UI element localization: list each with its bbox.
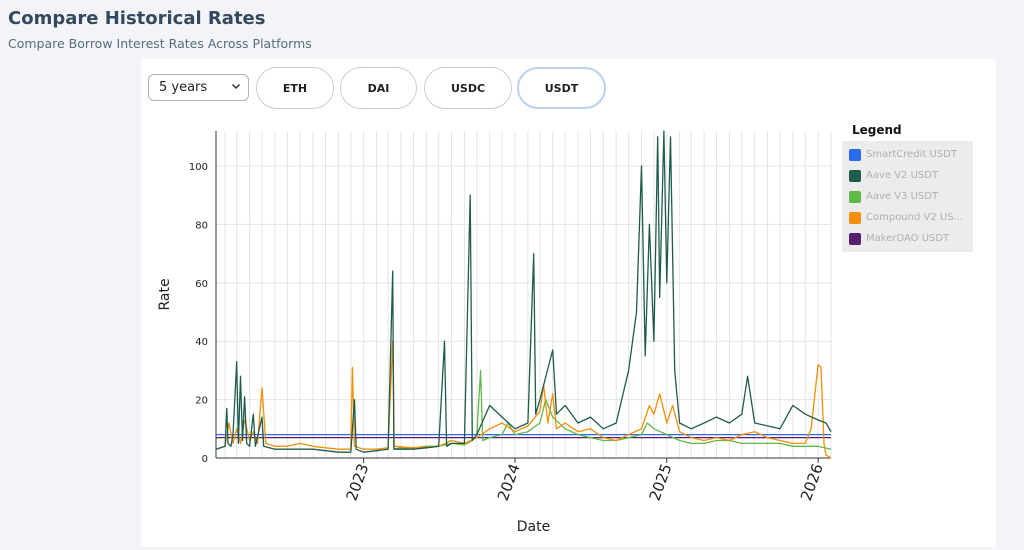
legend-label: Aave V2 USDT xyxy=(866,170,939,181)
legend-item-smartcredit[interactable]: SmartCredit USDT xyxy=(842,144,973,165)
asset-button-dai[interactable]: DAI xyxy=(340,67,417,109)
x-tick-label: 2023 xyxy=(342,461,372,503)
chart-card: 5 years ETH DAI USDC USDT 0 20 40 60 80 100 20… xyxy=(141,59,996,547)
legend-item-aave-v2[interactable]: Aave V2 USDT xyxy=(842,165,973,186)
legend-swatch xyxy=(849,148,861,161)
x-tick-label: 2024 xyxy=(494,461,524,503)
page-title: Compare Historical Rates xyxy=(8,8,266,29)
y-axis-label: Rate xyxy=(157,278,173,310)
legend-swatch xyxy=(849,190,861,203)
period-select-value: 5 years xyxy=(159,80,208,95)
legend-swatch xyxy=(849,232,861,245)
legend-label: Aave V3 USDT xyxy=(866,191,939,202)
y-tick-label: 20 xyxy=(195,396,208,407)
x-axis-label: Date xyxy=(517,519,550,535)
series-line-compound-v2-usdt xyxy=(215,340,832,459)
legend-item-makerdao[interactable]: MakerDAO USDT xyxy=(842,228,973,249)
period-select[interactable]: 5 years xyxy=(148,74,249,101)
x-tick-label: 2025 xyxy=(646,461,676,503)
series-line-aave-v3-usdt xyxy=(393,369,832,450)
line-chart: 0 20 40 60 80 100 2023 2024 2025 2026 Date Rate xyxy=(157,130,832,535)
page-subtitle: Compare Borrow Interest Rates Across Pla… xyxy=(8,36,312,51)
legend-item-compound-v2[interactable]: Compound V2 US... xyxy=(842,207,973,228)
legend-title: Legend xyxy=(852,123,902,137)
y-tick-label: 80 xyxy=(195,220,208,231)
legend-box: SmartCredit USDT Aave V2 USDT Aave V3 US… xyxy=(842,141,973,252)
legend-item-aave-v3[interactable]: Aave V3 USDT xyxy=(842,186,973,207)
series-line-aave-v2-usdt xyxy=(215,130,832,453)
legend-swatch xyxy=(849,169,861,182)
legend: Legend SmartCredit USDT Aave V2 USDT Aav… xyxy=(842,123,974,252)
asset-button-usdt[interactable]: USDT xyxy=(517,67,606,109)
legend-label: SmartCredit USDT xyxy=(866,149,957,160)
legend-swatch xyxy=(849,211,861,224)
legend-label: Compound V2 US... xyxy=(866,212,964,223)
y-tick-label: 100 xyxy=(189,162,208,173)
y-tick-label: 60 xyxy=(195,279,208,290)
legend-label: MakerDAO USDT xyxy=(866,233,950,244)
chevron-down-icon xyxy=(231,83,241,90)
x-tick-label: 2026 xyxy=(797,461,827,503)
y-tick-label: 40 xyxy=(195,337,208,348)
y-tick-label: 0 xyxy=(202,454,208,465)
asset-button-usdc[interactable]: USDC xyxy=(424,67,512,109)
asset-button-eth[interactable]: ETH xyxy=(256,67,334,109)
